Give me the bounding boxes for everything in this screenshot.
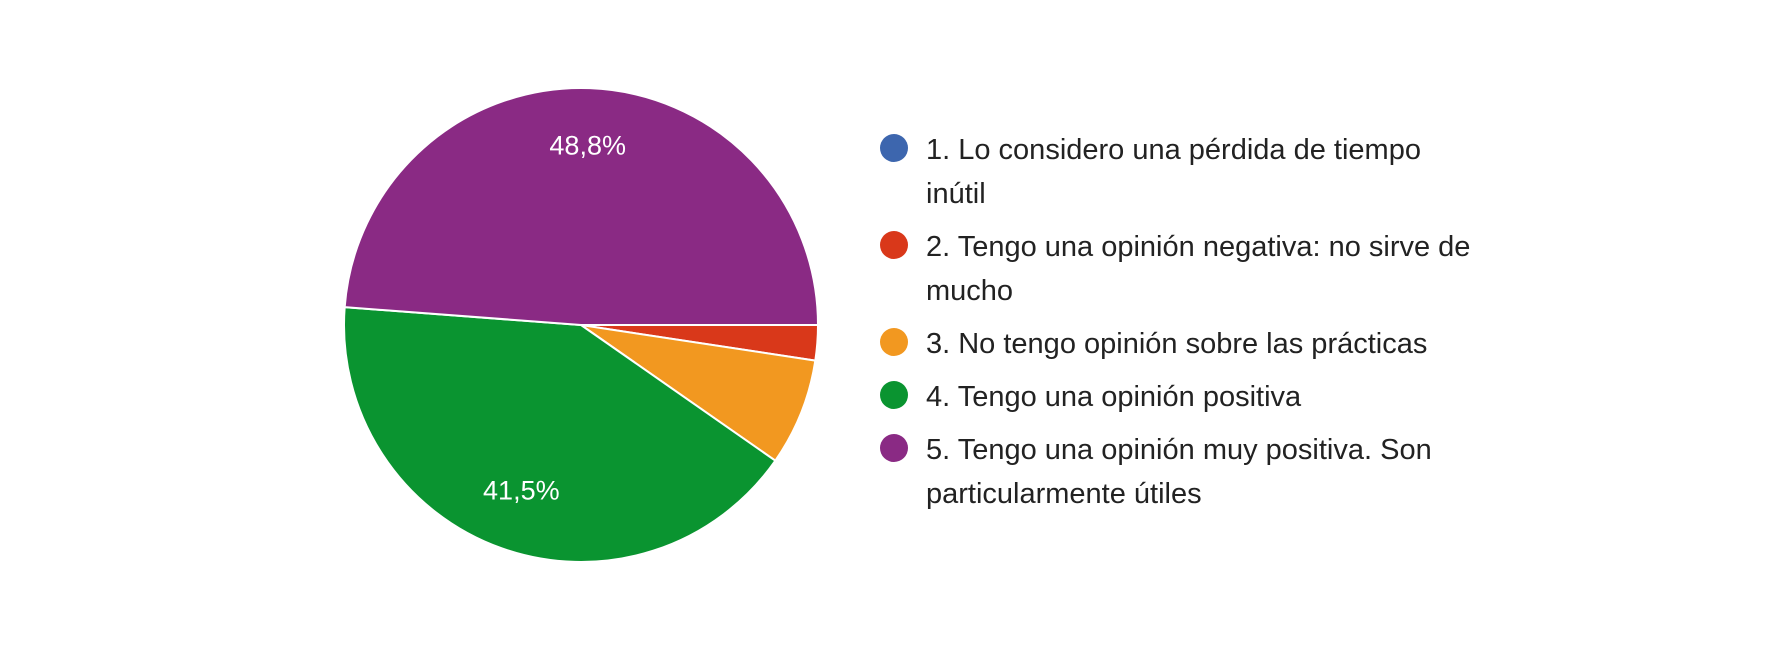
slice-label: 41,5% xyxy=(483,476,560,506)
slice-label: 48,8% xyxy=(549,131,626,161)
legend-item: 5. Tengo una opinión muy positiva. Son p… xyxy=(880,428,1480,516)
legend-marker xyxy=(880,434,908,462)
legend-item: 2. Tengo una opinión negativa: no sirve … xyxy=(880,225,1480,313)
legend-marker xyxy=(880,231,908,259)
legend-label: 2. Tengo una opinión negativa: no sirve … xyxy=(926,231,1471,307)
legend-item: 3. No tengo opinión sobre las prácticas xyxy=(880,322,1480,366)
legend-marker xyxy=(880,381,908,409)
pie-slice xyxy=(343,87,820,326)
legend-item: 4. Tengo una opinión positiva xyxy=(880,375,1480,419)
legend-label: 1. Lo considero una pérdida de tiempo in… xyxy=(926,134,1421,210)
legend-label: 5. Tengo una opinión muy positiva. Son p… xyxy=(926,434,1432,510)
pie-slice xyxy=(343,306,777,563)
legend-item: 1. Lo considero una pérdida de tiempo in… xyxy=(880,128,1480,216)
legend-label: 3. No tengo opinión sobre las prácticas xyxy=(926,328,1428,360)
legend-marker xyxy=(880,328,908,356)
legend-marker xyxy=(880,134,908,162)
pie-slice xyxy=(580,324,817,463)
legend: 1. Lo considero una pérdida de tiempo in… xyxy=(880,128,1480,525)
legend-label: 4. Tengo una opinión positiva xyxy=(926,381,1302,413)
